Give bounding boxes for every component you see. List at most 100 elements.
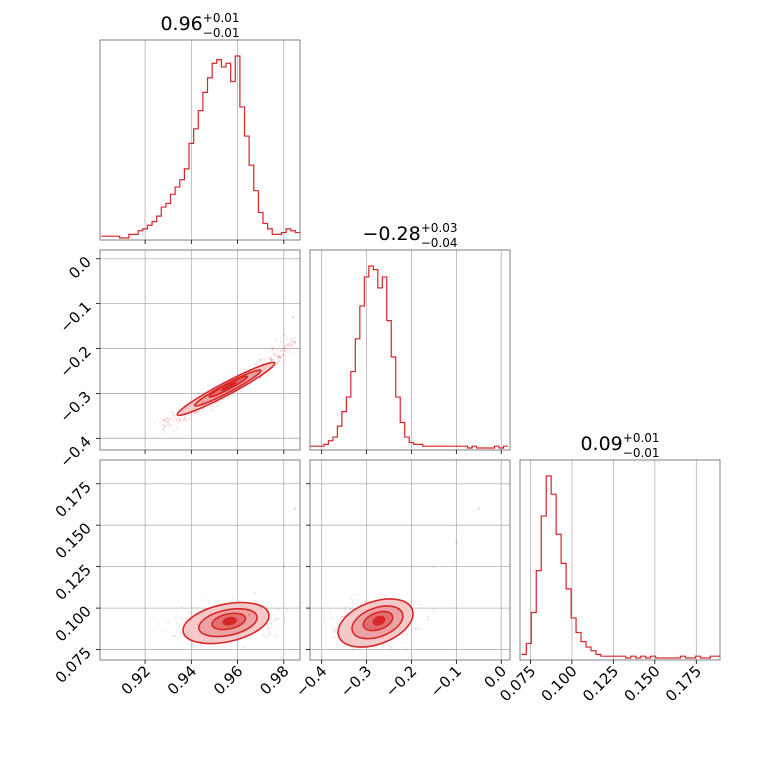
sample-point	[365, 623, 368, 626]
y-tick-label: −0.1	[56, 298, 94, 336]
scatter-point	[290, 343, 293, 346]
scatter-point	[345, 606, 348, 609]
scatter-point	[194, 412, 197, 415]
scatter-point	[273, 620, 275, 622]
scatter-point	[277, 355, 280, 358]
sample-point	[294, 507, 297, 510]
contour-core	[372, 615, 386, 626]
sample-point	[343, 615, 346, 618]
scatter-point	[415, 627, 418, 630]
scatter-point	[162, 419, 165, 422]
scatter-point	[291, 345, 294, 348]
scatter-point	[293, 341, 295, 344]
scatter-point	[286, 338, 288, 341]
sample-point	[374, 626, 377, 629]
sample-point	[292, 316, 295, 319]
scatter-point	[294, 341, 296, 344]
scatter-point	[420, 603, 423, 606]
scatter-point	[263, 633, 265, 636]
scatter-point	[278, 355, 281, 358]
scatter-point	[161, 419, 164, 422]
scatter-point	[335, 628, 338, 631]
scatter-point	[352, 601, 355, 604]
y-tick-label: −0.3	[56, 388, 94, 426]
scatter-point	[238, 599, 241, 602]
x-tick-label: 0.98	[256, 662, 292, 698]
y-tick-label: −0.2	[56, 343, 94, 381]
scatter-point	[278, 346, 281, 349]
sample-point	[259, 607, 262, 610]
sample-point	[282, 334, 285, 337]
scatter-point	[167, 421, 170, 424]
scatter-point	[179, 416, 182, 419]
scatter-point	[360, 603, 363, 605]
x-tick-label: −0.2	[382, 662, 420, 700]
histogram-step	[310, 265, 508, 449]
scatter-point	[164, 425, 167, 428]
title-median: 0.96	[160, 13, 202, 35]
sample-point	[282, 565, 285, 568]
scatter-point	[278, 360, 281, 363]
scatter-point	[383, 643, 386, 646]
y-tick-label: −0.4	[56, 432, 94, 470]
scatter-point	[172, 430, 175, 432]
scatter-point	[271, 348, 274, 351]
x-tick-label: 0.125	[579, 662, 622, 705]
scatter-point	[406, 648, 408, 651]
scatter-point	[163, 417, 166, 420]
sample-point	[271, 347, 274, 350]
scatter-point	[279, 350, 282, 353]
scatter-point	[254, 363, 257, 366]
x-tick-label: 0.92	[118, 662, 154, 698]
scatter-point	[331, 616, 334, 619]
scatter-point	[183, 416, 186, 419]
scatter-point	[275, 636, 278, 639]
scatter-point	[210, 408, 212, 411]
scatter-point	[265, 604, 268, 607]
scatter-point	[277, 358, 279, 360]
scatter-point	[290, 344, 293, 346]
y-tick-label: 0.0	[65, 253, 95, 283]
scatter-point	[196, 606, 199, 609]
scatter-point	[252, 634, 255, 637]
scatter-point	[276, 349, 279, 351]
scatter-point	[267, 634, 270, 637]
axes-frame	[309, 249, 511, 451]
scatter-point	[417, 601, 420, 603]
axes-frame	[99, 39, 301, 241]
scatter-point	[203, 599, 206, 602]
scatter-point	[274, 354, 277, 357]
scatter-point	[283, 350, 286, 352]
scatter-point	[254, 600, 257, 603]
scatter-point	[182, 419, 185, 422]
scatter-point	[283, 616, 286, 619]
plot-area	[520, 460, 720, 660]
scatter-point	[341, 616, 343, 619]
scatter-point	[228, 395, 231, 398]
scatter-point	[159, 422, 162, 425]
sample-point	[213, 394, 216, 397]
scatter-point	[276, 362, 278, 364]
scatter-point	[273, 634, 276, 637]
title-median: 0.09	[580, 433, 622, 455]
scatter-point	[427, 615, 429, 618]
sample-point	[225, 620, 228, 623]
scatter-point	[164, 431, 166, 433]
scatter-point	[350, 597, 353, 600]
scatter-point	[284, 346, 287, 349]
scatter-point	[276, 617, 279, 620]
title-plus: +0.01	[623, 431, 660, 445]
scatter-point	[168, 424, 170, 427]
scatter-point	[164, 630, 167, 633]
scatter-point	[269, 626, 272, 629]
scatter-point	[305, 545, 307, 547]
scatter-point	[188, 611, 191, 614]
plot-area	[100, 250, 300, 450]
x-tick-label: −0.3	[337, 662, 375, 700]
scatter-point	[172, 414, 175, 417]
sample-point	[455, 540, 458, 543]
sample-point	[236, 623, 239, 626]
scatter-point	[270, 359, 273, 362]
title-plus: +0.01	[203, 11, 240, 25]
scatter-point	[174, 417, 177, 420]
